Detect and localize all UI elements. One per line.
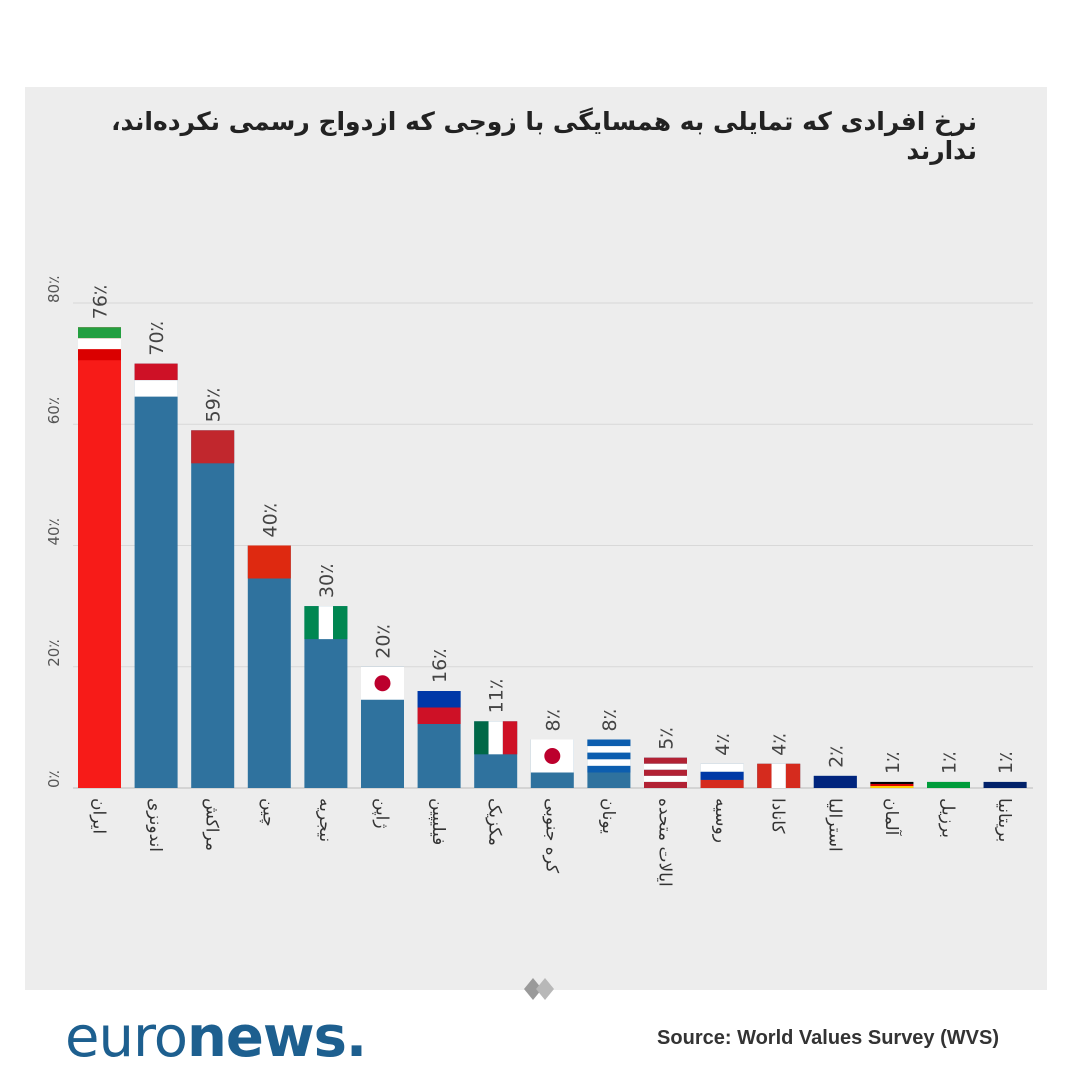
flag-stripe: [417, 691, 461, 708]
flag-stripe: [78, 349, 121, 361]
flag-stripe: [785, 763, 801, 788]
flag-stripe: [771, 763, 786, 788]
flag-emblem: [374, 675, 391, 692]
value-label: 1٪: [939, 752, 961, 774]
value-label: 4٪: [712, 733, 734, 755]
y-tick-label: 80٪: [45, 276, 63, 303]
y-tick-label: 40٪: [45, 518, 63, 545]
bar: [134, 363, 178, 788]
flag-stripe: [700, 771, 744, 780]
flag-stripe: [700, 763, 744, 772]
flag-stripe: [134, 363, 178, 381]
flag-stripe: [870, 781, 914, 784]
y-tick-label: 60٪: [45, 397, 63, 424]
flag-stripe: [813, 775, 857, 788]
value-label: 70٪: [146, 321, 168, 355]
x-tick-label: نیجریه: [315, 798, 335, 842]
x-tick-label: ژاپن: [372, 798, 392, 829]
flag-stripe: [644, 757, 687, 764]
x-tick-label: مراکش: [202, 798, 222, 851]
x-tick-label: چین: [258, 798, 278, 827]
value-label: 16٪: [429, 649, 451, 683]
value-label: 4٪: [769, 733, 791, 755]
flag-stripe: [304, 606, 319, 640]
x-tick-label: اندونزی: [145, 798, 165, 852]
flag-stripe: [644, 781, 687, 788]
source-note: Source: World Values Survey (WVS): [657, 1027, 999, 1049]
value-label: 40٪: [259, 503, 281, 537]
x-tick-label: استرالیا: [824, 798, 844, 852]
flag-stripe: [644, 769, 687, 776]
flag-stripe: [644, 763, 687, 770]
flag-stripe: [983, 781, 1027, 788]
flag-stripe: [870, 785, 914, 788]
value-label: 30٪: [316, 564, 338, 598]
x-tick-label: کانادا: [768, 798, 788, 834]
bar-chart: 0٪ 20٪ 40٪ 60٪ 80٪ 76٪ ایران 70٪ اندونزی 59٪ مراکش…: [45, 276, 1033, 887]
x-tick-label: کره جنوبی: [541, 798, 561, 874]
flag-stripe: [757, 763, 772, 788]
value-label: 11٪: [486, 679, 508, 713]
logo-part1: euro: [65, 1005, 188, 1070]
bar: [191, 430, 235, 788]
x-tick-label: روسیه: [711, 798, 731, 843]
value-label: 76٪: [90, 285, 112, 319]
logo-part2: news.: [187, 1005, 367, 1070]
x-tick-label: ایالات متحده: [655, 798, 675, 887]
y-tick-label: 0٪: [45, 770, 63, 788]
flag-emblem: [544, 748, 561, 764]
x-tick-label: یونان: [598, 798, 618, 834]
flag-stripe: [191, 430, 235, 464]
x-tick-label: بریتانیا: [994, 798, 1014, 842]
bar: [247, 545, 291, 788]
flag-stripe: [587, 765, 631, 773]
flag-stripe: [927, 781, 970, 788]
flag-stripe: [474, 721, 489, 755]
chart-panel: نرخ افرادی که تمایلی به همسایگی با زوجی …: [25, 87, 1047, 1070]
x-tick-label: ایران: [89, 798, 109, 834]
value-label: 5٪: [656, 727, 678, 749]
watermark-icon: [524, 978, 554, 1000]
flag-stripe: [78, 338, 121, 350]
x-tick-label: آلمان: [881, 798, 903, 837]
value-label: 59٪: [203, 388, 225, 422]
euronews-logo: euronews.: [65, 1005, 367, 1070]
flag-stripe: [502, 721, 518, 755]
x-tick-label: مکزیک: [485, 798, 505, 846]
flag-stripe: [587, 739, 631, 747]
flag-stripe: [417, 707, 461, 724]
flag-stripe: [644, 775, 687, 782]
flag-stripe: [78, 327, 121, 339]
x-tick-label: برزیل: [938, 798, 958, 838]
flag-stripe: [247, 545, 291, 579]
value-label: 1٪: [882, 752, 904, 774]
flag-stripe: [318, 606, 334, 640]
flag-stripe: [488, 721, 503, 755]
x-tick-label: فیلیپین: [428, 798, 448, 845]
chart-title: نرخ افرادی که تمایلی به همسایگی با زوجی …: [111, 107, 977, 165]
y-tick-label: 20٪: [45, 640, 63, 667]
flag-stripe: [587, 746, 631, 753]
flag-stripe: [587, 752, 631, 760]
flag-stripe: [333, 606, 348, 640]
value-label: 1٪: [995, 752, 1017, 774]
value-label: 2٪: [825, 746, 847, 768]
value-label: 8٪: [542, 709, 564, 731]
flag-stripe: [587, 759, 631, 766]
bar: [78, 327, 121, 788]
value-label: 20٪: [373, 624, 395, 658]
flag-stripe: [134, 380, 178, 397]
value-label: 8٪: [599, 709, 621, 731]
flag-stripe: [700, 779, 744, 788]
flag-stripe: [870, 783, 914, 786]
